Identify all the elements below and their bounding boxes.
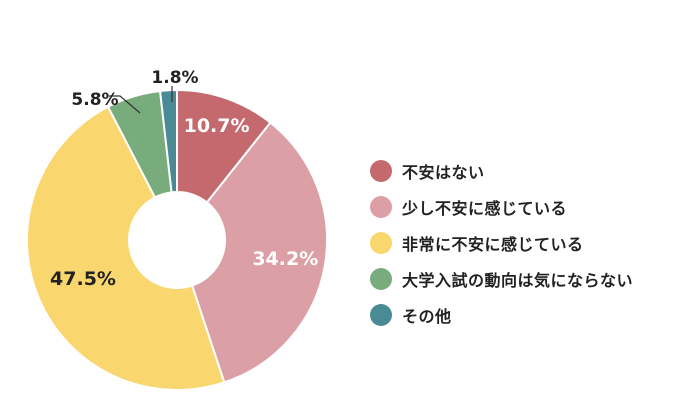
donut-slices: [26, 88, 328, 391]
leader-lines: [109, 86, 173, 114]
leader-line-4: [109, 95, 141, 114]
slice-3: [26, 105, 226, 391]
legend-swatch-5: [370, 304, 392, 326]
legend-label-4: 大学入試の動向は気にならない: [402, 271, 634, 290]
value-label-4: 5.8%: [71, 90, 118, 110]
legend: 不安はない少し不安に感じている 非常に不安に感じている大学入試の動向は気にならない…: [370, 153, 633, 333]
value-label-1: 10.7%: [184, 115, 250, 137]
value-label-2: 34.2%: [252, 248, 318, 270]
legend-item-4: 大学入試の動向は気にならない: [370, 261, 633, 297]
legend-item-1: 不安はない: [370, 153, 633, 189]
slice-5: [158, 88, 178, 194]
legend-label-2: 少し不安に感じている: [402, 199, 568, 218]
legend-item-5: その他: [370, 297, 633, 333]
legend-swatch-4: [370, 268, 392, 290]
legend-item-2: 少し不安に感じている: [370, 189, 633, 225]
value-label-3: 47.5%: [50, 268, 116, 290]
value-label-5: 1.8%: [151, 68, 198, 88]
legend-label-1: 不安はない: [402, 163, 485, 182]
legend-label-5: その他: [402, 307, 452, 326]
legend-swatch-2: [370, 196, 392, 218]
slice-labels: 10.7% 34.2% 47.5% 5.8% 1.8%: [50, 68, 318, 290]
legend-swatch-3: [370, 232, 392, 254]
legend-item-3: 非常に不安に感じている: [370, 225, 633, 261]
slice-2: [190, 121, 328, 384]
legend-swatch-1: [370, 160, 392, 182]
legend-label-3: 非常に不安に感じている: [402, 235, 584, 254]
